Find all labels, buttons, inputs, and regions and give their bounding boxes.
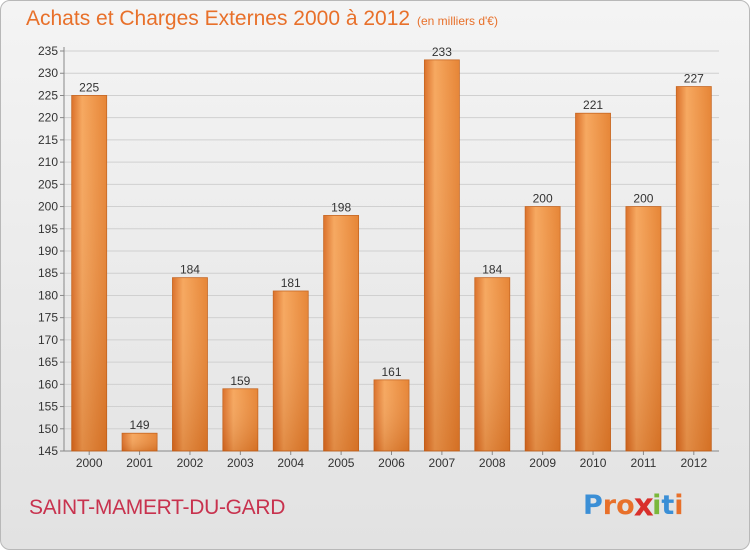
bar (524, 206, 561, 452)
commune-name: SAINT-MAMERT-DU-GARD (29, 496, 286, 519)
y-tick-label: 220 (38, 111, 58, 125)
logo-letter: o (616, 490, 635, 521)
y-tick-label: 170 (38, 333, 58, 347)
bar-value-label: 200 (533, 192, 553, 206)
bar-value-label: 184 (180, 263, 200, 277)
x-tick-label: 2011 (631, 456, 657, 470)
bar-shade (676, 86, 712, 452)
logo-letter: i (674, 490, 684, 521)
y-tick-label: 215 (38, 133, 58, 147)
bars (71, 59, 712, 452)
bar-value-label: 227 (684, 72, 704, 86)
bar-value-label: 149 (130, 418, 150, 432)
x-tick-label: 2003 (227, 456, 254, 470)
bar (423, 59, 460, 452)
x-tick-label: 2004 (277, 456, 304, 470)
bar (575, 112, 611, 452)
x-tick-label: 2006 (378, 456, 405, 470)
chart-subtitle: (en milliers d'€) (417, 14, 498, 28)
bar-shade (575, 113, 611, 451)
y-tick-label: 145 (38, 444, 58, 458)
y-tick-label: 165 (38, 355, 58, 369)
bar-shade (474, 277, 510, 451)
y-tick-label: 210 (38, 155, 58, 169)
x-tick-label: 2010 (580, 456, 607, 470)
bar-value-label: 159 (230, 374, 250, 388)
bar-value-label: 225 (79, 80, 99, 94)
x-tick-label: 2008 (479, 456, 506, 470)
y-tick-label: 180 (38, 288, 58, 302)
bar-shade (172, 277, 208, 451)
bar-shade (222, 388, 258, 451)
bar-shade (122, 433, 158, 451)
y-tick-label: 155 (38, 400, 58, 414)
x-tick-label: 2002 (177, 456, 204, 470)
y-tick-label: 195 (38, 222, 58, 236)
bar-value-label: 221 (583, 98, 603, 112)
bar-shade (71, 95, 107, 451)
y-tick-label: 200 (38, 200, 58, 214)
bar (675, 86, 712, 452)
bar (373, 379, 410, 452)
bar-value-label: 181 (281, 276, 301, 290)
bar-shade (273, 291, 309, 451)
bar (474, 277, 511, 452)
bar (272, 290, 309, 452)
x-tick-label: 2012 (680, 456, 707, 470)
bar-value-label: 200 (633, 192, 653, 206)
y-tick-label: 185 (38, 266, 58, 280)
bar (323, 215, 360, 452)
x-tick-label: 2009 (529, 456, 556, 470)
y-tick-label: 175 (38, 311, 58, 325)
bar-shade (323, 215, 359, 451)
data-labels: 225 149 184 159 181 198 161 233 184 200 221 200 227 (79, 45, 704, 432)
logo-letter: x (633, 487, 654, 524)
bar-shade (625, 206, 661, 451)
y-tick-label: 190 (38, 244, 58, 258)
logo-letter: r (602, 490, 617, 521)
proxiti-logo: Proxiti (583, 487, 684, 524)
bar-shade (424, 59, 460, 452)
bar-value-label: 198 (331, 200, 351, 214)
x-tick-label: 2000 (76, 456, 103, 470)
x-tick-label: 2001 (126, 456, 153, 470)
y-tick-label: 235 (38, 44, 58, 58)
chart-title: Achats et Charges Externes 2000 à 2012 (26, 7, 411, 30)
bar (625, 206, 662, 452)
bar (71, 95, 108, 452)
x-tick-labels: 2000 2001 2002 2003 2004 2005 2006 2007 2008 2009… (76, 456, 708, 470)
logo-letter: P (583, 490, 603, 521)
bar (222, 388, 259, 452)
x-tick-label: 2005 (328, 456, 355, 470)
logo-letter: i (652, 490, 662, 521)
x-tick-label: 2007 (429, 456, 456, 470)
bar (172, 277, 208, 452)
y-tick-label: 205 (38, 177, 58, 191)
y-tick-label: 230 (38, 66, 58, 80)
bar-value-label: 161 (381, 365, 401, 379)
y-tick-label: 160 (38, 377, 58, 391)
bar-shade (374, 379, 409, 451)
bar-shade (525, 206, 561, 451)
y-tick-label: 225 (38, 88, 58, 102)
bar (121, 432, 158, 452)
bar-value-label: 233 (432, 45, 452, 59)
logo-letter: t (661, 490, 675, 521)
y-tick-labels: 145 150 155 160 165 170 175 180 185 190 195 200 205 2… (38, 44, 58, 458)
bar-value-label: 184 (482, 263, 502, 277)
y-tick-label: 150 (38, 422, 58, 436)
